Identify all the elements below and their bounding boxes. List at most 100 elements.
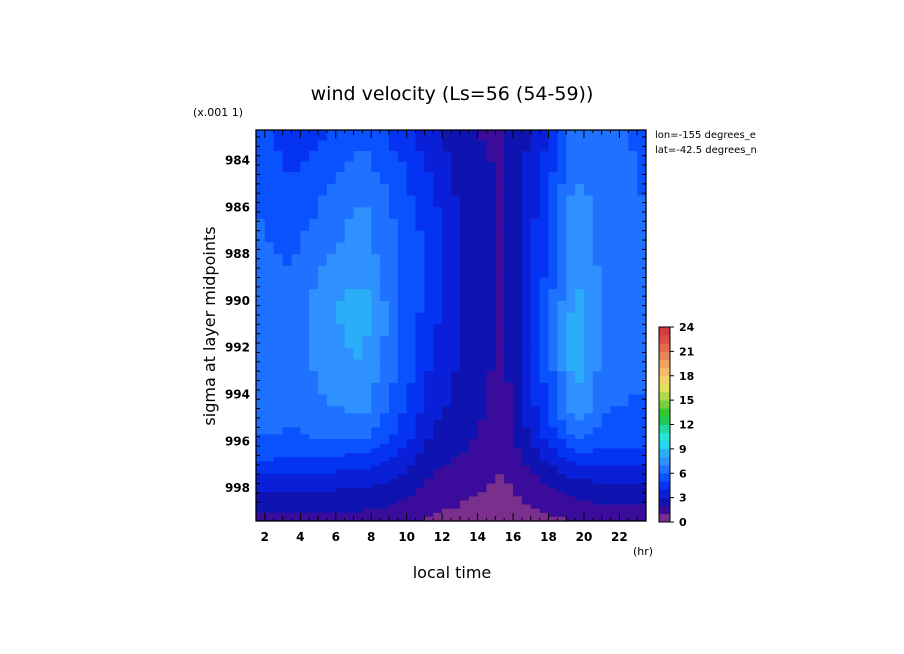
heatmap-cell <box>291 492 301 498</box>
colorbar-tick-label: 0 <box>679 516 687 529</box>
heatmap-cell <box>309 465 319 471</box>
heatmap-cell <box>442 457 452 462</box>
heatmap-cell <box>442 469 452 475</box>
heatmap-cell <box>601 140 612 152</box>
heatmap-cell <box>344 394 355 407</box>
heatmap-cell <box>548 478 558 485</box>
heatmap-cell <box>566 347 576 361</box>
heatmap-cell <box>344 151 355 163</box>
heatmap-cell <box>459 265 470 279</box>
heatmap-cell <box>362 242 372 255</box>
heatmap-cell <box>628 161 638 173</box>
heatmap-cell <box>504 265 514 279</box>
heatmap-cell <box>495 382 505 396</box>
heatmap-cell <box>539 434 550 440</box>
heatmap-cell <box>380 254 390 267</box>
heatmap-cell <box>415 434 426 440</box>
heatmap-cell <box>433 289 443 302</box>
heatmap-cell <box>566 504 576 510</box>
heatmap-cell <box>459 427 470 435</box>
heatmap-cell <box>256 336 266 349</box>
heatmap-cell <box>406 394 417 407</box>
heatmap-cell <box>619 218 629 232</box>
heatmap-cell <box>371 492 381 498</box>
heatmap-cell <box>362 371 372 384</box>
heatmap-cell <box>486 140 496 152</box>
heatmap-cell <box>530 420 541 428</box>
heatmap-cell <box>380 478 390 485</box>
heatmap-cells <box>256 130 646 521</box>
heatmap-cell <box>619 504 629 510</box>
heatmap-cell <box>318 516 328 521</box>
heatmap-cell <box>371 289 381 302</box>
heatmap-cell <box>335 230 346 243</box>
heatmap-cell <box>264 488 275 493</box>
heatmap-cell <box>486 483 496 489</box>
heatmap-cell <box>353 427 363 435</box>
heatmap-cell <box>468 439 479 445</box>
heatmap-cell <box>583 230 594 243</box>
heatmap-cell <box>459 130 470 142</box>
heatmap-cell <box>282 230 293 243</box>
heatmap-cell <box>504 448 514 454</box>
heatmap-cell <box>353 151 363 163</box>
heatmap-cell <box>326 465 337 471</box>
heatmap-cell <box>477 474 488 480</box>
heatmap-cell <box>610 453 621 458</box>
heatmap-cell <box>530 413 541 421</box>
heatmap-cell <box>539 265 550 279</box>
heatmap-cell <box>264 218 275 232</box>
heatmap-cell <box>362 230 372 243</box>
heatmap-cell <box>256 469 266 475</box>
heatmap-cell <box>557 478 567 485</box>
heatmap-cell <box>610 439 621 445</box>
heatmap-cell <box>300 465 310 471</box>
heatmap-cell <box>256 453 266 458</box>
heatmap-cell <box>601 207 612 220</box>
heatmap-cell <box>371 453 381 458</box>
colorbar-swatch <box>659 343 670 352</box>
heatmap-cell <box>495 289 505 302</box>
heatmap-cell <box>557 453 567 458</box>
heatmap-cell <box>397 453 408 458</box>
heatmap-cell <box>397 474 408 480</box>
heatmap-cell <box>326 406 337 414</box>
heatmap-cell <box>513 448 523 454</box>
heatmap-cell <box>477 312 488 325</box>
heatmap-cell <box>548 140 558 152</box>
heatmap-cell <box>282 496 293 502</box>
heatmap-cell <box>459 207 470 220</box>
heatmap-cell <box>291 478 301 485</box>
heatmap-cell <box>566 488 576 493</box>
heatmap-cell <box>442 183 452 197</box>
heatmap-cell <box>397 413 408 421</box>
heatmap-cell <box>353 265 363 279</box>
heatmap-cell <box>273 394 284 407</box>
heatmap-cell <box>388 151 399 163</box>
heatmap-cell <box>477 140 488 152</box>
colorbar-swatch <box>659 497 670 507</box>
heatmap-cell <box>610 347 621 361</box>
heatmap-cell <box>388 324 399 337</box>
colorbar-swatch <box>659 416 670 425</box>
heatmap-cell <box>309 140 319 152</box>
heatmap-cell <box>309 453 319 458</box>
heatmap-cell <box>583 496 594 502</box>
heatmap-cell <box>513 161 523 173</box>
heatmap-cell <box>530 394 541 407</box>
heatmap-cell <box>637 324 646 337</box>
heatmap-cell <box>557 207 567 220</box>
heatmap-cell <box>424 151 434 163</box>
heatmap-cell <box>592 478 603 485</box>
heatmap-cell <box>318 130 328 142</box>
heatmap-cell <box>628 140 638 152</box>
heatmap-cell <box>459 347 470 361</box>
heatmap-cell <box>495 496 505 502</box>
heatmap-cell <box>566 230 576 243</box>
heatmap-cell <box>335 427 346 435</box>
heatmap-cell <box>575 492 585 498</box>
heatmap-cell <box>388 496 399 502</box>
heatmap-cell <box>406 420 417 428</box>
heatmap-cell <box>495 347 505 361</box>
heatmap-cell <box>619 382 629 396</box>
